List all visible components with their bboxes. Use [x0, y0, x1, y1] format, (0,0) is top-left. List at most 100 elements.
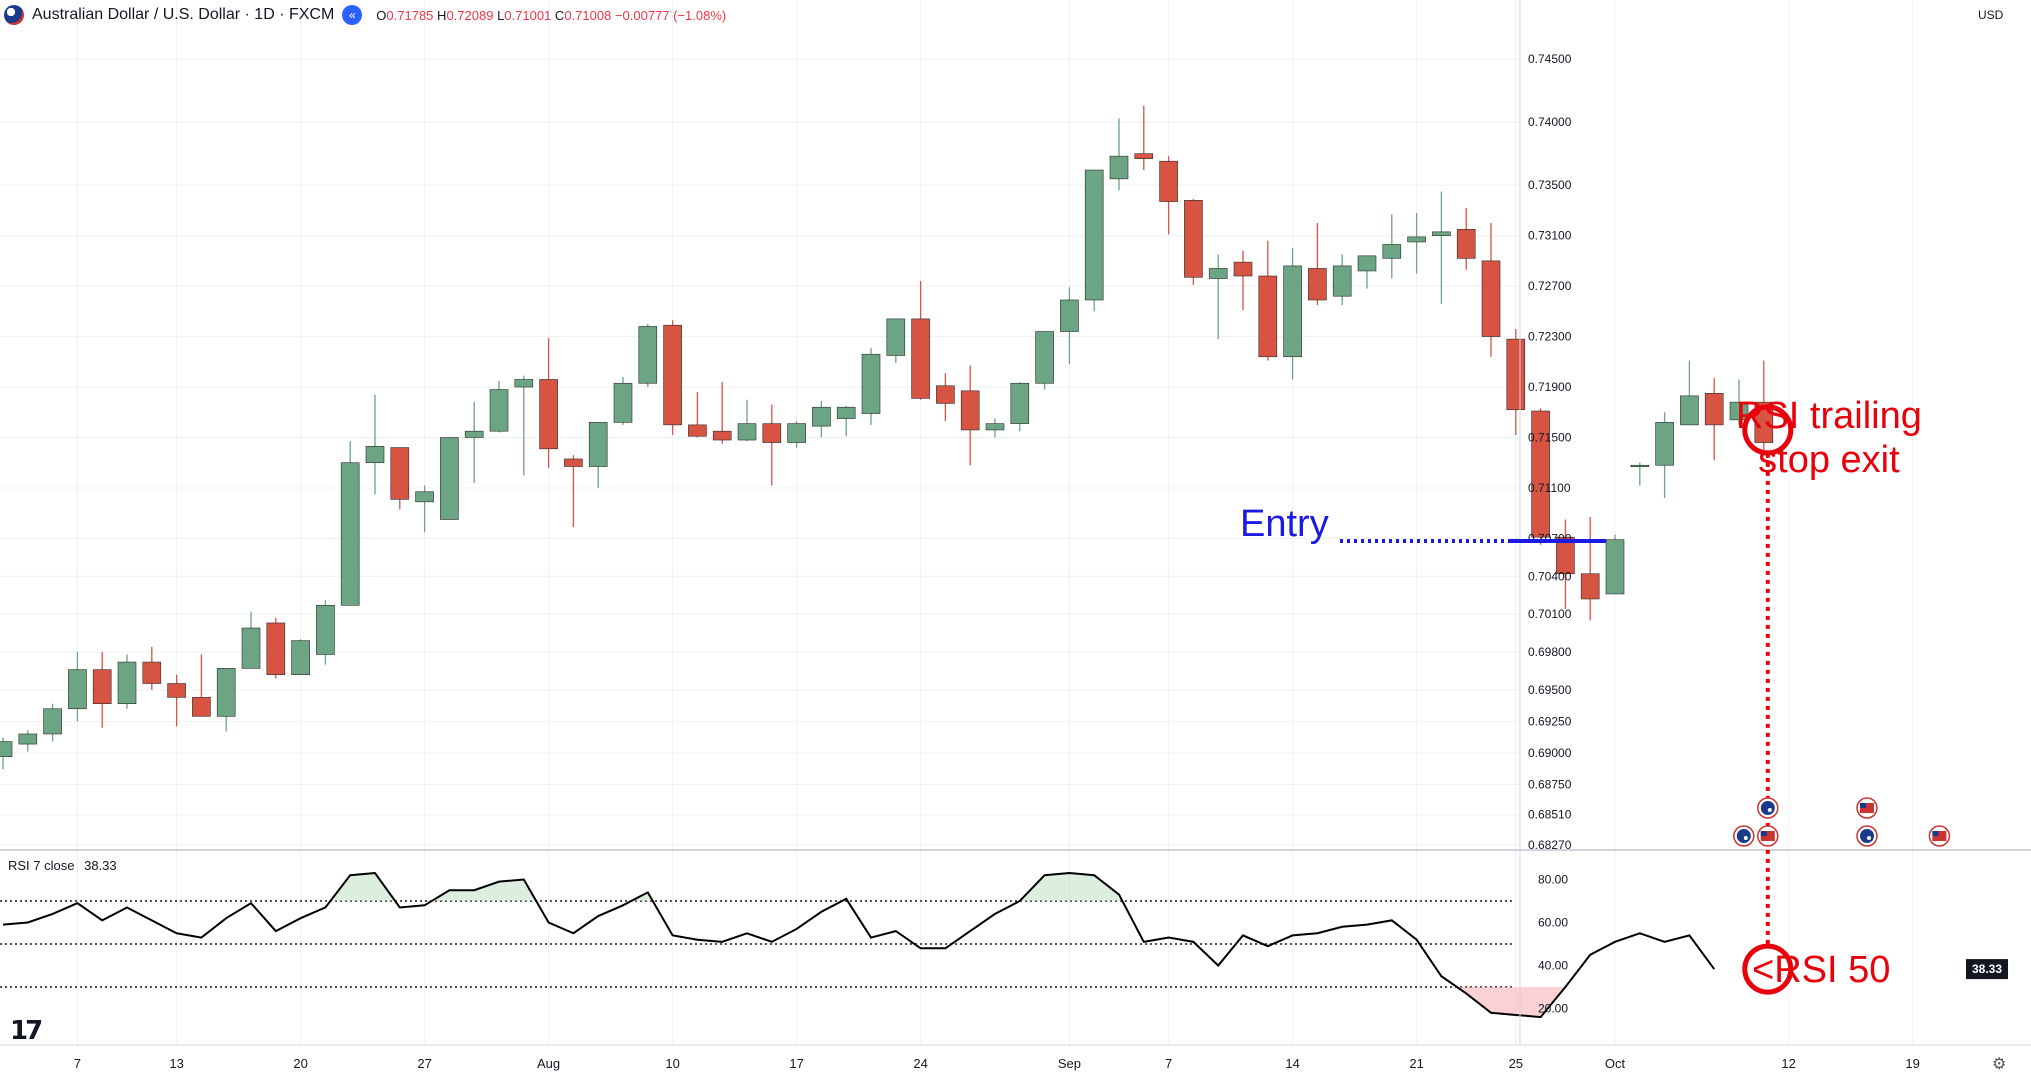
- candle-body-down: [92, 669, 112, 704]
- candle-body-up: [1680, 395, 1699, 426]
- rsi-value-badge-text: 38.33: [1972, 962, 2002, 976]
- tradingview-logo-icon[interactable]: 17: [10, 1016, 43, 1046]
- candle-body-up: [1060, 299, 1079, 332]
- au-flag-icon: [1733, 825, 1755, 847]
- candle-body-up: [365, 446, 385, 464]
- au-flag-field: [1760, 801, 1775, 815]
- candle-body-down: [142, 661, 162, 684]
- candle-body-up: [489, 389, 509, 432]
- time-tick-label: 17: [789, 1056, 803, 1071]
- us-flag-icon: [1928, 825, 1951, 847]
- candle-body-down: [688, 424, 707, 437]
- exit-annotation-label: RSI trailing stop exit: [1736, 394, 1922, 482]
- collapse-arrows-icon[interactable]: «: [342, 5, 363, 25]
- exit-label-line1: RSI trailing: [1736, 395, 1922, 437]
- entry-annotation-label: Entry: [1240, 503, 1329, 545]
- candle-body-down: [1134, 153, 1154, 159]
- candle-body-down: [167, 683, 186, 698]
- candle-body-down: [936, 385, 955, 404]
- candle-body-up: [1283, 265, 1302, 358]
- candle-body-up: [1407, 236, 1426, 243]
- candle-body-down: [762, 423, 782, 443]
- candle-body-up: [1084, 169, 1104, 301]
- price-tick-label: 0.70400: [1528, 569, 1572, 583]
- price-tick-label: 0.74500: [1528, 52, 1572, 66]
- time-tick-label: Oct: [1605, 1056, 1626, 1071]
- candle-body-down: [1258, 275, 1278, 358]
- us-flag-canton: [1860, 803, 1866, 808]
- currency-label[interactable]: USD: [1978, 8, 2004, 22]
- candle-body-down: [564, 458, 583, 467]
- candle-body-up: [1432, 231, 1451, 236]
- rsi-line: [2, 872, 1716, 1019]
- price-tick-label: 0.68270: [1528, 838, 1572, 852]
- candle-body-down: [911, 318, 930, 399]
- candle-body-up: [316, 604, 335, 655]
- candle-body-up: [836, 406, 856, 419]
- candle-body-up: [1208, 268, 1228, 279]
- candle-body-up: [985, 423, 1005, 431]
- candle-body-down: [1233, 261, 1253, 277]
- price-tick-label: 0.69500: [1528, 683, 1572, 697]
- rsi-legend-label: RSI 7 close: [8, 858, 75, 873]
- candle-body-up: [588, 422, 608, 467]
- rsi-tick-label: 60.00: [1538, 916, 1568, 930]
- price-tick-label: 0.69800: [1528, 645, 1572, 659]
- au-flag-icon: [1757, 797, 1779, 819]
- price-tick-label: 0.68510: [1528, 808, 1572, 822]
- time-tick-label: 14: [1285, 1056, 1299, 1071]
- price-tick-label: 0.69250: [1528, 714, 1572, 728]
- time-tick-label: 25: [1509, 1056, 1523, 1071]
- price-tick-label: 0.74000: [1528, 115, 1572, 129]
- candle-body-up: [638, 326, 658, 384]
- symbol-title[interactable]: Australian Dollar / U.S. Dollar · 1D · F…: [32, 6, 335, 23]
- settings-gear-icon[interactable]: ⚙: [1992, 1056, 2007, 1073]
- rsi-legend-value: 38.33: [84, 858, 117, 873]
- candle-body-down: [539, 379, 558, 450]
- price-tick-label: 0.73100: [1528, 229, 1572, 243]
- price-grid: [0, 0, 1914, 1045]
- candle-body-down: [1456, 229, 1476, 259]
- rsi-legend: RSI 7 close 38.33: [8, 858, 117, 873]
- rsi-annotation-label: <RSI 50: [1752, 949, 1891, 991]
- candle-body-down: [192, 697, 211, 717]
- candle-body-down: [1481, 260, 1501, 337]
- au-flag-icon: [1856, 825, 1878, 847]
- candle-body-up: [1630, 464, 1650, 468]
- candle-body-up: [216, 668, 236, 717]
- time-tick-label: 7: [74, 1056, 81, 1071]
- time-tick-label: 24: [913, 1056, 927, 1071]
- us-flag-canton: [1760, 831, 1767, 836]
- candle-body-down: [1580, 573, 1600, 600]
- au-flag-star: [1867, 836, 1871, 840]
- au-flag-star: [1743, 836, 1748, 840]
- candle-body-up: [43, 708, 62, 735]
- rsi-series: [2, 872, 1716, 1019]
- candle-body-up: [1605, 539, 1625, 595]
- candle-body-up: [0, 741, 13, 757]
- candle-body-down: [390, 447, 410, 500]
- exit-rsi-circle: [1742, 943, 1794, 995]
- rsi-value-badge: [1966, 959, 2008, 980]
- candle-body-up: [68, 669, 87, 710]
- candle-body-down: [266, 622, 286, 675]
- candle-body-up: [415, 491, 434, 503]
- rsi-tick-label: 80.00: [1538, 873, 1568, 887]
- candle-body-up: [464, 430, 484, 438]
- us-flag-stripes: [1860, 803, 1874, 813]
- candle-body-down: [1184, 200, 1203, 278]
- au-flag-star: [1767, 808, 1772, 812]
- time-tick-label: 21: [1409, 1056, 1423, 1071]
- time-tick-label: 12: [1781, 1056, 1795, 1071]
- time-tick-label: 19: [1905, 1056, 1919, 1071]
- candle-body-down: [960, 390, 980, 431]
- candle-body-up: [1729, 401, 1749, 421]
- candle-body-up: [1109, 155, 1129, 180]
- rsi-overbought-fill: [431, 879, 537, 901]
- time-tick-label: 7: [1165, 1056, 1172, 1071]
- price-tick-label: 0.69000: [1528, 746, 1572, 760]
- candle-body-down: [712, 430, 732, 441]
- price-tick-label: 0.71100: [1528, 481, 1571, 495]
